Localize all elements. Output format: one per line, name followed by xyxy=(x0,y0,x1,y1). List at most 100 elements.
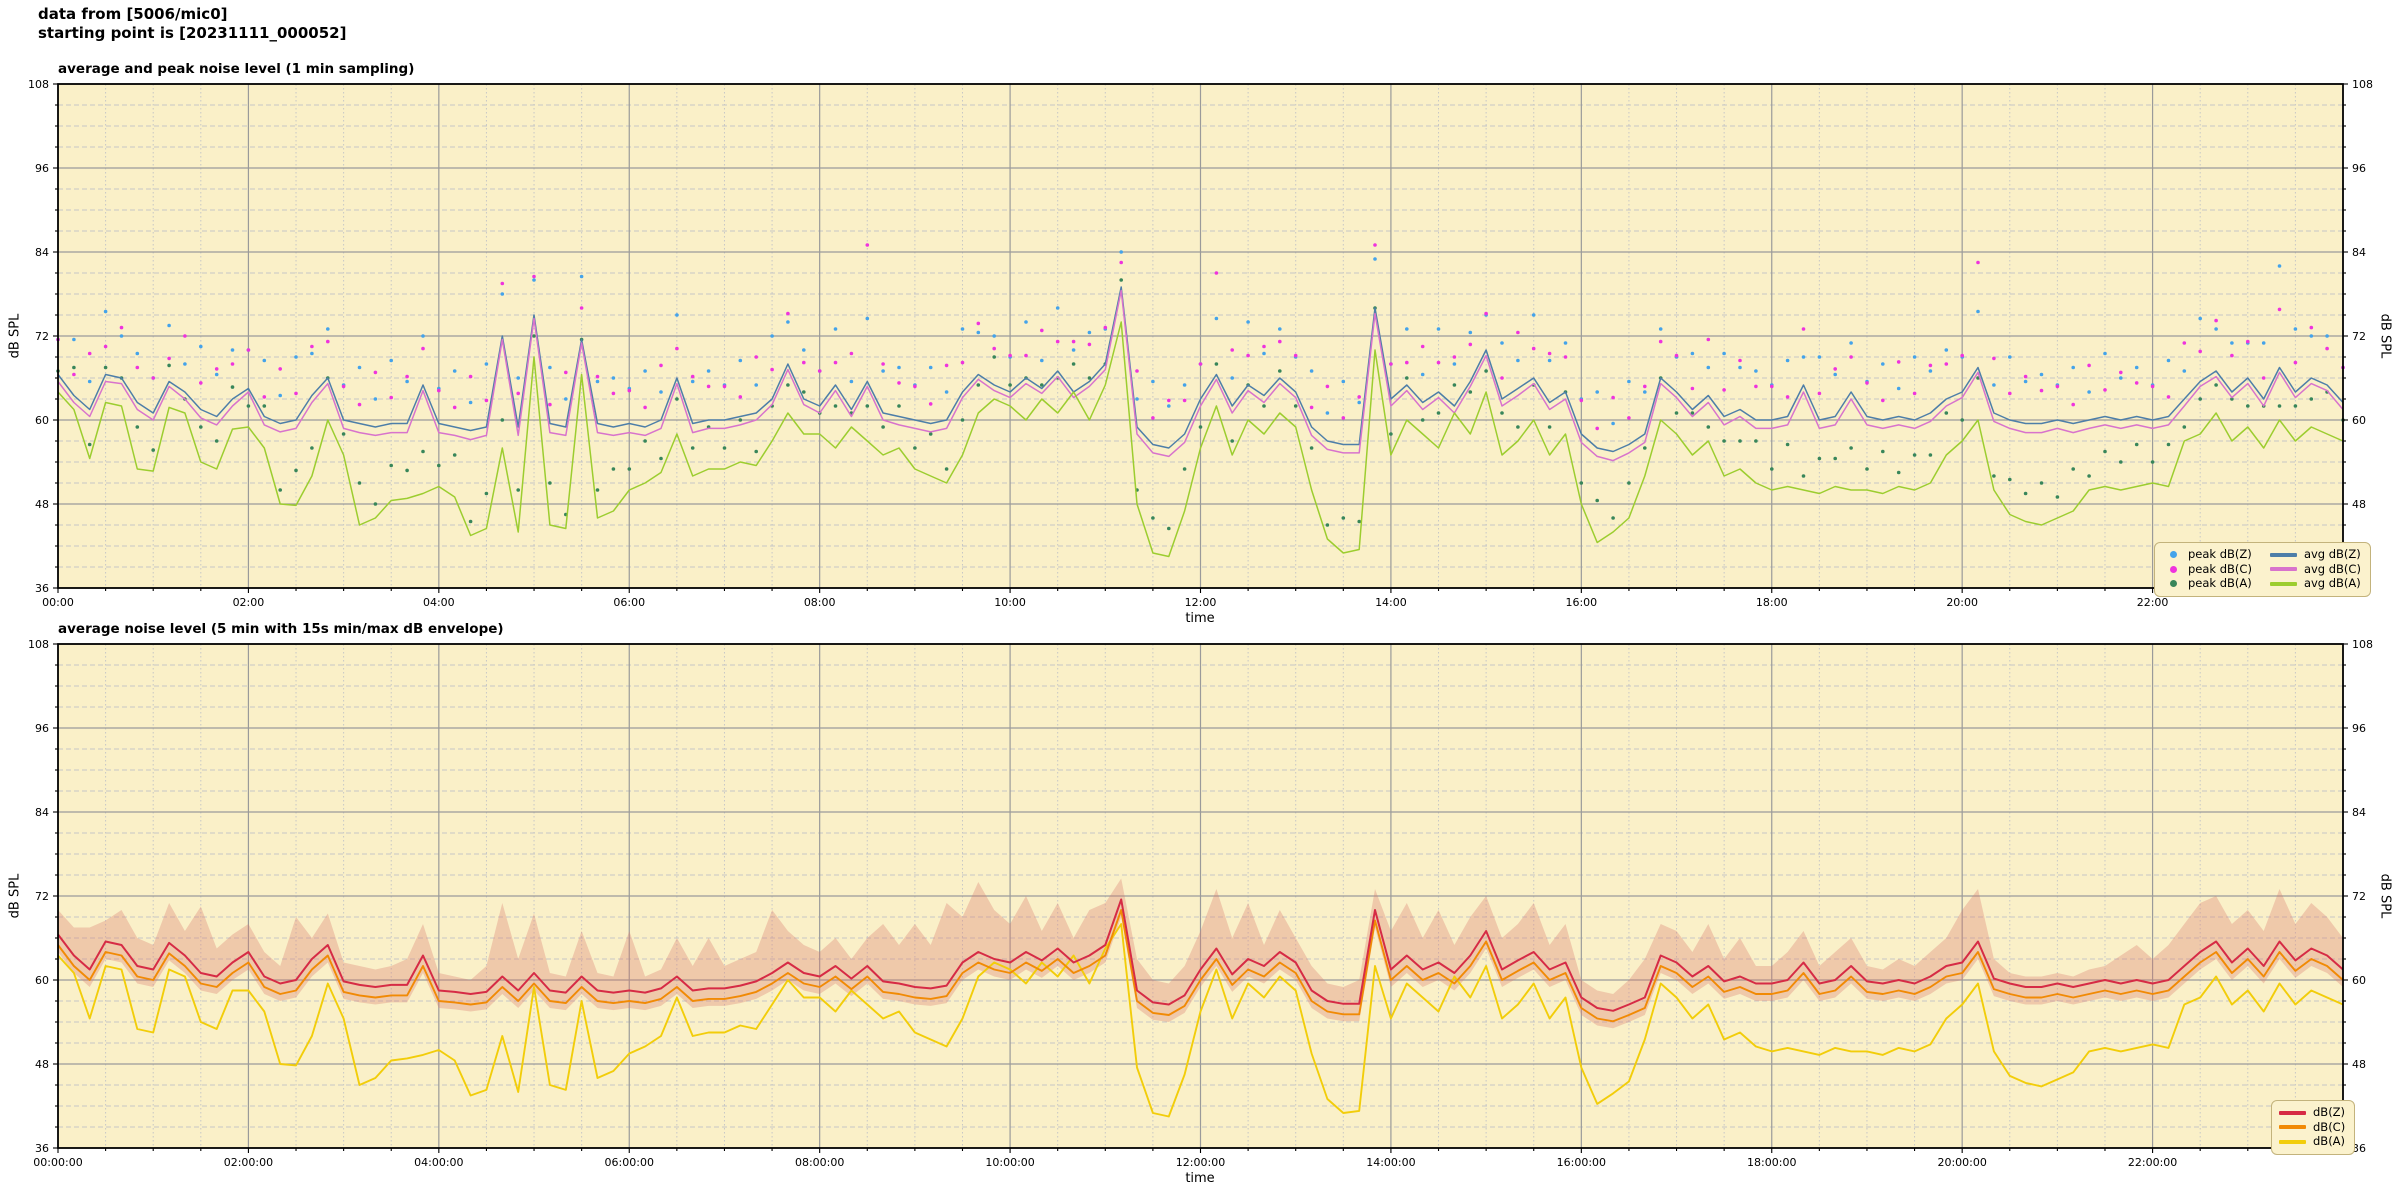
scatter-point xyxy=(690,379,695,384)
x-tick-label: 18:00:00 xyxy=(1747,1156,1796,1169)
scatter-point xyxy=(2309,325,2314,330)
scatter-point xyxy=(246,404,251,408)
scatter-point xyxy=(833,327,838,331)
scatter-point xyxy=(1087,342,1092,347)
scatter-point xyxy=(786,320,790,324)
scatter-point xyxy=(87,442,92,447)
scatter-point xyxy=(468,519,473,524)
x-axis-label-top: time xyxy=(1185,611,1215,626)
x-tick-label: 06:00:00 xyxy=(605,1156,654,1169)
scatter-point xyxy=(1151,379,1155,384)
scatter-point xyxy=(1389,432,1393,436)
scatter-point xyxy=(1325,523,1330,527)
x-tick-label: 16:00:00 xyxy=(1557,1156,1606,1169)
scatter-point xyxy=(214,372,219,377)
scatter-point xyxy=(2182,425,2187,429)
scatter-point xyxy=(1817,391,1822,396)
scatter-point xyxy=(1230,348,1234,352)
scatter-point xyxy=(1770,384,1774,389)
scatter-point xyxy=(1040,358,1044,363)
scatter-point xyxy=(2023,379,2028,384)
scatter-point xyxy=(1944,362,1949,366)
scatter-point xyxy=(2166,395,2171,399)
scatter-point xyxy=(2150,460,2155,464)
y-tick-label-left: 36 xyxy=(35,582,49,595)
scatter-point xyxy=(2103,351,2107,356)
legend-column: avg dB(Z) avg dB(C) avg dB(A) xyxy=(2269,547,2361,591)
scatter-point xyxy=(532,274,536,279)
scatter-point xyxy=(389,358,394,363)
scatter-point xyxy=(1658,339,1663,344)
scatter-point xyxy=(183,334,187,338)
scatter-point xyxy=(452,405,457,410)
scatter-point xyxy=(87,351,92,356)
series-line-avg-db-z- xyxy=(57,286,2344,453)
scatter-point xyxy=(1531,346,1536,351)
scatter-point xyxy=(230,362,235,366)
scatter-point xyxy=(706,384,711,389)
scatter-point xyxy=(2230,341,2234,345)
scatter-point xyxy=(849,379,854,384)
scatter-point xyxy=(1182,467,1187,471)
scatter-point xyxy=(2261,341,2266,345)
scatter-point xyxy=(341,432,346,436)
legend-label: avg dB(C) xyxy=(2303,561,2361,576)
scatter-point xyxy=(1341,516,1346,520)
scatter-point xyxy=(881,425,885,429)
scatter-point xyxy=(1722,439,1726,443)
x-tick-label: 04:00:00 xyxy=(414,1156,463,1169)
scatter-point xyxy=(865,316,870,321)
legend-label: peak dB(Z) xyxy=(2188,547,2252,561)
scatter-point xyxy=(72,337,76,342)
y-tick-label-left: 60 xyxy=(35,974,49,987)
scatter-point xyxy=(357,402,362,407)
scatter-point xyxy=(1976,260,1980,265)
legend-dot-swatch xyxy=(2170,580,2177,588)
scatter-point xyxy=(865,404,870,408)
scatter-point xyxy=(833,404,838,408)
scatter-point xyxy=(373,502,378,506)
scatter-point xyxy=(373,370,378,375)
y-tick-label-left: 84 xyxy=(35,246,49,259)
scatter-point xyxy=(167,323,171,328)
scatter-point xyxy=(1262,344,1266,349)
series-scatter-peak-db-c- xyxy=(56,243,2345,431)
scatter-point xyxy=(2008,355,2012,359)
scatter-point xyxy=(928,432,933,436)
scatter-point xyxy=(738,358,743,363)
scatter-point xyxy=(1690,386,1695,391)
legend-line-swatch xyxy=(2269,552,2297,557)
scatter-point xyxy=(2277,307,2282,312)
scatter-point xyxy=(1960,353,1964,358)
scatter-point xyxy=(389,463,394,468)
y-tick-label-left: 108 xyxy=(28,78,49,91)
x-tick-label: 00:00:00 xyxy=(33,1156,82,1169)
scatter-point xyxy=(1563,355,1568,359)
scatter-point xyxy=(611,391,616,396)
scatter-point xyxy=(278,488,283,492)
scatter-point xyxy=(992,355,996,359)
scatter-point xyxy=(1024,353,1028,358)
y-tick-label-right: 48 xyxy=(2352,1058,2366,1071)
scatter-point xyxy=(2071,402,2075,407)
legend-line-swatch xyxy=(2279,1110,2306,1115)
y-tick-label-right: 108 xyxy=(2352,638,2373,651)
scatter-point xyxy=(119,325,124,330)
scatter-point xyxy=(1833,372,1837,377)
scatter-point xyxy=(1928,369,1933,373)
scatter-point xyxy=(1849,446,1853,450)
scatter-point xyxy=(1754,384,1758,389)
scatter-point xyxy=(1849,355,1853,359)
scatter-point xyxy=(1151,516,1155,520)
scatter-point xyxy=(326,339,330,344)
scatter-point xyxy=(103,309,108,314)
scatter-point xyxy=(1309,405,1314,410)
x-tick-label: 20:00:00 xyxy=(1937,1156,1986,1169)
scatter-point xyxy=(183,362,187,366)
legend-dot-swatch xyxy=(2170,551,2177,559)
scatter-point xyxy=(2182,369,2187,373)
header-starting-point: starting point is [20231111_000052] xyxy=(38,24,347,42)
scatter-point xyxy=(262,358,267,363)
scatter-point xyxy=(1912,391,1917,396)
scatter-point xyxy=(1214,316,1219,321)
